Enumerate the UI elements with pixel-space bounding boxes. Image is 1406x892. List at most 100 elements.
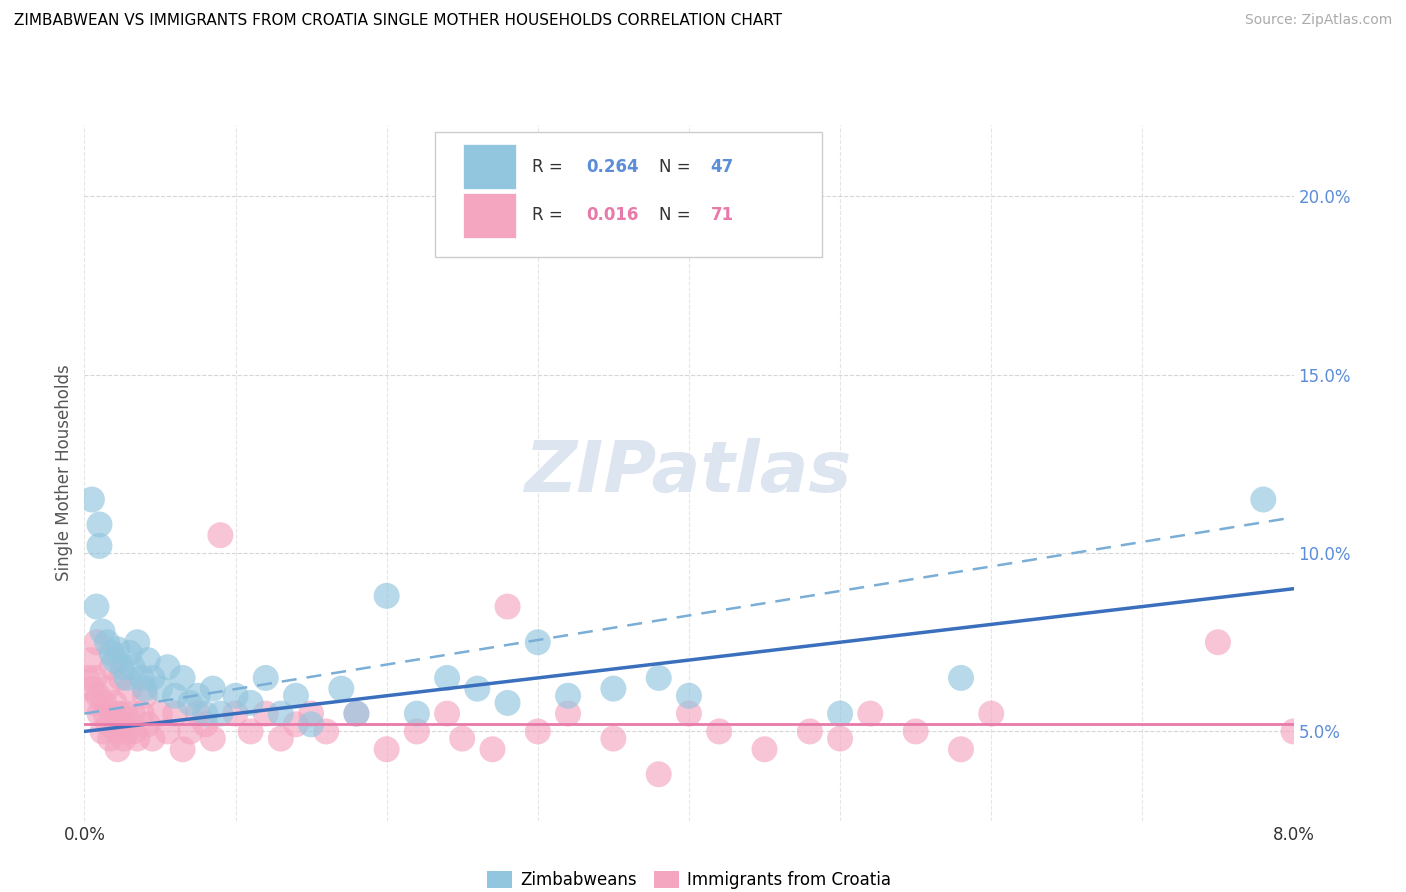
Point: [149, 706, 172, 721]
Point: [284, 689, 308, 703]
Point: [79, 653, 101, 667]
Point: [80, 492, 103, 507]
Point: [163, 689, 186, 703]
Text: N =: N =: [658, 206, 696, 224]
Point: [225, 706, 247, 721]
Point: [299, 717, 322, 731]
Point: [86, 635, 108, 649]
Point: [94, 706, 117, 721]
Point: [678, 689, 700, 703]
Point: [111, 717, 134, 731]
Text: N =: N =: [658, 158, 696, 176]
Point: [115, 671, 138, 685]
Point: [330, 681, 353, 696]
Point: [270, 706, 292, 721]
Point: [239, 696, 262, 710]
Point: [89, 539, 111, 553]
Point: [315, 724, 337, 739]
Text: R =: R =: [531, 206, 568, 224]
Point: [82, 696, 104, 710]
Point: [830, 706, 852, 721]
Point: [201, 681, 224, 696]
Point: [299, 706, 322, 721]
Point: [127, 635, 149, 649]
Point: [93, 696, 115, 710]
Point: [1251, 492, 1274, 507]
Point: [436, 671, 458, 685]
Point: [830, 731, 852, 746]
Point: [194, 717, 217, 731]
Point: [647, 671, 671, 685]
Point: [118, 646, 141, 660]
Point: [76, 671, 98, 685]
Point: [84, 671, 107, 685]
Point: [104, 696, 127, 710]
Point: [602, 681, 624, 696]
Point: [254, 706, 277, 721]
Point: [112, 731, 135, 746]
Point: [172, 742, 194, 756]
Point: [172, 671, 194, 685]
Point: [91, 724, 114, 739]
Point: [187, 706, 209, 721]
Point: [209, 706, 232, 721]
Point: [105, 724, 128, 739]
Point: [97, 717, 120, 731]
Point: [149, 681, 172, 696]
Point: [80, 681, 103, 696]
Point: [557, 689, 579, 703]
Point: [270, 731, 292, 746]
Point: [96, 681, 118, 696]
Point: [136, 653, 159, 667]
Text: ZIMBABWEAN VS IMMIGRANTS FROM CROATIA SINGLE MOTHER HOUSEHOLDS CORRELATION CHART: ZIMBABWEAN VS IMMIGRANTS FROM CROATIA SI…: [14, 13, 782, 29]
Point: [1206, 635, 1229, 649]
Point: [375, 742, 398, 756]
Point: [89, 517, 111, 532]
Point: [467, 681, 489, 696]
Text: ZIPatlas: ZIPatlas: [526, 438, 852, 508]
Point: [134, 681, 156, 696]
Point: [98, 731, 121, 746]
Point: [194, 706, 217, 721]
Point: [799, 724, 821, 739]
Point: [111, 660, 134, 674]
Point: [209, 528, 232, 542]
Point: [496, 599, 519, 614]
Point: [89, 706, 111, 721]
Point: [527, 635, 550, 649]
Point: [187, 689, 209, 703]
Point: [121, 660, 143, 674]
Point: [451, 731, 474, 746]
Point: [87, 689, 110, 703]
Point: [527, 724, 550, 739]
Text: 0.016: 0.016: [586, 206, 638, 224]
Point: [86, 599, 108, 614]
Point: [118, 681, 141, 696]
Point: [950, 742, 973, 756]
Point: [156, 724, 179, 739]
Point: [141, 731, 163, 746]
Point: [436, 706, 458, 721]
Point: [179, 696, 201, 710]
Point: [904, 724, 927, 739]
Point: [284, 717, 308, 731]
Point: [96, 635, 118, 649]
FancyBboxPatch shape: [434, 132, 823, 257]
Point: [101, 706, 124, 721]
Point: [121, 706, 143, 721]
Point: [602, 731, 624, 746]
Point: [107, 742, 129, 756]
FancyBboxPatch shape: [463, 145, 516, 189]
Point: [754, 742, 776, 756]
Point: [104, 653, 127, 667]
Text: 0.264: 0.264: [586, 158, 638, 176]
Y-axis label: Single Mother Households: Single Mother Households: [55, 365, 73, 581]
Point: [127, 731, 149, 746]
Point: [131, 706, 153, 721]
Text: 47: 47: [710, 158, 734, 176]
Point: [100, 646, 122, 660]
Point: [1282, 724, 1305, 739]
Point: [179, 724, 201, 739]
Point: [122, 724, 145, 739]
Point: [107, 642, 129, 657]
